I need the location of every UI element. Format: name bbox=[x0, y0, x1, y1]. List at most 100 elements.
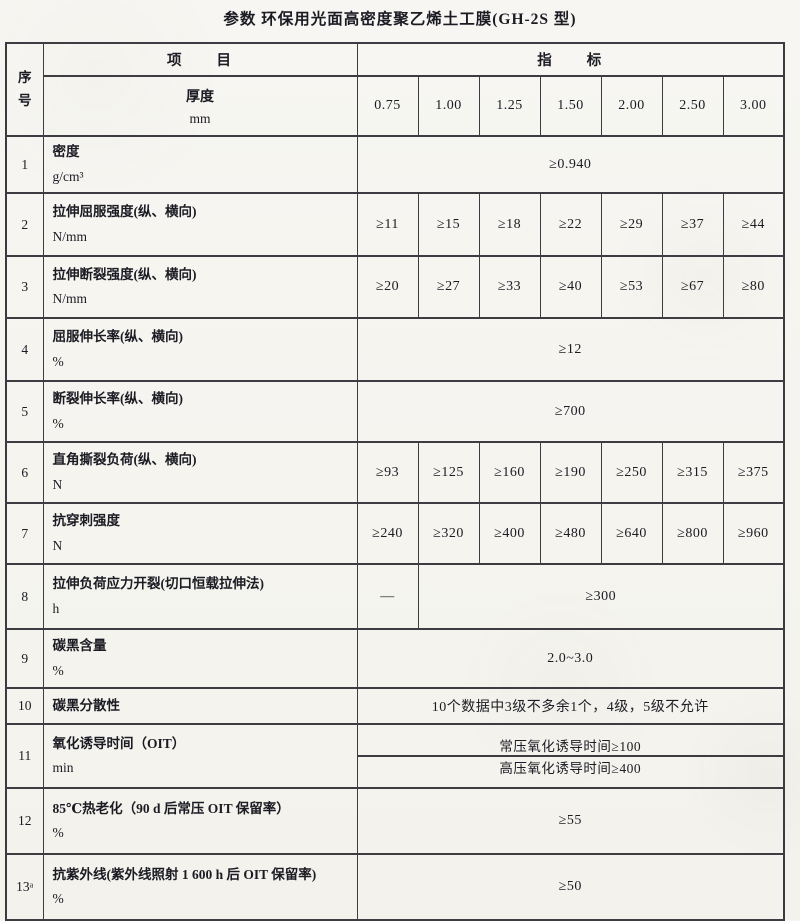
row-number: 1 bbox=[5, 135, 44, 194]
spec-value: ≥37 bbox=[661, 192, 724, 257]
item-name: 碳黑含量 bbox=[52, 638, 107, 654]
spec-value: ≥20 bbox=[356, 255, 419, 319]
thickness-label: 厚度 bbox=[186, 89, 214, 105]
item-name: 碳黑分散性 bbox=[52, 697, 121, 713]
spec-value: ≥55 bbox=[356, 787, 785, 855]
item-unit: N/mm bbox=[52, 228, 88, 244]
item-unit: N bbox=[52, 537, 63, 553]
row-number: 5 bbox=[5, 380, 44, 443]
item-label: 拉伸屈服强度(纵、横向) N/mm bbox=[42, 192, 358, 257]
item-name: 抗穿刺强度 bbox=[52, 513, 121, 529]
table-row: 2 拉伸屈服强度(纵、横向) N/mm ≥11 ≥15 ≥18 ≥22 ≥29 ≥37 ≥44 bbox=[5, 192, 785, 257]
row-number: 9 bbox=[5, 628, 44, 689]
item-unit: N/mm bbox=[52, 291, 88, 306]
spec-value: ≥125 bbox=[417, 441, 480, 504]
table-row: 7 抗穿刺强度 N ≥240 ≥320 ≥400 ≥480 ≥640 ≥800 ≥960 bbox=[5, 502, 785, 565]
spec-value: ≥0.940 bbox=[356, 135, 785, 194]
item-label: 85℃热老化（90 d 后常压 OIT 保留率）% bbox=[42, 787, 358, 855]
item-unit: g/cm³ bbox=[52, 168, 84, 184]
item-unit: % bbox=[52, 662, 64, 678]
item-name: 密度 bbox=[52, 144, 80, 160]
spec-value: ≥800 bbox=[661, 502, 724, 565]
header-thickness: 厚度 mm bbox=[42, 75, 358, 137]
table-row: 6 直角撕裂负荷(纵、横向) N ≥93 ≥125 ≥160 ≥190 ≥250 ≥315 ≥37… bbox=[5, 441, 785, 504]
spec-value: ≥960 bbox=[722, 502, 785, 565]
spec-value: ≥640 bbox=[600, 502, 663, 565]
thickness-value: 2.00 bbox=[600, 75, 663, 137]
item-unit: h bbox=[52, 600, 60, 616]
item-name: 断裂伸长率(纵、横向) bbox=[52, 391, 184, 407]
spec-value: ≥300 bbox=[417, 563, 785, 630]
row-number: 6 bbox=[5, 441, 44, 504]
item-unit: % bbox=[52, 825, 64, 840]
spec-value: ≥27 bbox=[417, 255, 480, 319]
item-name: 抗紫外线(紫外线照射 1 600 h 后 OIT 保留率) bbox=[52, 866, 317, 882]
spec-value: ≥700 bbox=[356, 380, 785, 443]
spec-value: ≥320 bbox=[417, 502, 480, 565]
spec-sub-value: 高压氧化诱导时间≥400 bbox=[499, 761, 642, 776]
spec-value: — bbox=[356, 563, 419, 630]
spec-value: ≥44 bbox=[722, 192, 785, 257]
row-number: 12 bbox=[5, 787, 44, 855]
row-number: 13ᵃ bbox=[5, 853, 44, 921]
spec-value: ≥53 bbox=[600, 255, 663, 319]
table-row: 8 拉伸负荷应力开裂(切口恒载拉伸法) h — ≥300 bbox=[5, 563, 785, 630]
spec-value: ≥40 bbox=[539, 255, 602, 319]
row-number: 11 bbox=[5, 723, 44, 789]
item-unit: % bbox=[52, 415, 64, 431]
spec-value: ≥15 bbox=[417, 192, 480, 257]
item-label: 屈服伸长率(纵、横向)% bbox=[42, 317, 358, 382]
spec-value: ≥375 bbox=[722, 441, 785, 504]
spec-value: ≥67 bbox=[661, 255, 724, 319]
row-number: 4 bbox=[5, 317, 44, 382]
item-label: 拉伸负荷应力开裂(切口恒载拉伸法) h bbox=[42, 563, 358, 630]
thickness-value: 2.50 bbox=[661, 75, 724, 137]
spec-value: ≥80 bbox=[722, 255, 785, 319]
item-label: 断裂伸长率(纵、横向)% bbox=[42, 380, 358, 443]
spec-value: ≥12 bbox=[356, 317, 785, 382]
spec-value: ≥400 bbox=[478, 502, 541, 565]
item-unit: % bbox=[52, 353, 64, 369]
table-row: 10 碳黑分散性 10个数据中3级不多余1个，4级，5级不允许 bbox=[5, 687, 785, 725]
item-label: 碳黑分散性 bbox=[42, 687, 358, 725]
spec-sub-value: 常压氧化诱导时间≥100 bbox=[358, 735, 784, 757]
spec-value: ≥93 bbox=[356, 441, 419, 504]
header-seq: 序号 bbox=[5, 42, 44, 137]
document-title: 参数 环保用光面高密度聚乙烯土工膜(GH-2S 型) bbox=[223, 11, 577, 28]
spec-value: ≥11 bbox=[356, 192, 419, 257]
table-row: 5 断裂伸长率(纵、横向)% ≥700 bbox=[5, 380, 785, 443]
item-unit: N bbox=[52, 476, 63, 492]
item-name: 直角撕裂负荷(纵、横向) bbox=[52, 452, 197, 468]
item-name: 85℃热老化（90 d 后常压 OIT 保留率） bbox=[52, 800, 290, 816]
thickness-unit: mm bbox=[189, 111, 211, 127]
table-row: 4 屈服伸长率(纵、横向)% ≥12 bbox=[5, 317, 785, 382]
item-label: 碳黑含量% bbox=[42, 628, 358, 689]
item-name: 拉伸断裂强度(纵、横向) bbox=[52, 266, 197, 282]
spec-value: 10个数据中3级不多余1个，4级，5级不允许 bbox=[356, 687, 785, 725]
row-number: 8 bbox=[5, 563, 44, 630]
item-name: 拉伸屈服强度(纵、横向) bbox=[52, 204, 197, 220]
spec-value: ≥33 bbox=[478, 255, 541, 319]
spec-value: ≥250 bbox=[600, 441, 663, 504]
spec-value: ≥18 bbox=[478, 192, 541, 257]
row-number: 2 bbox=[5, 192, 44, 257]
table-row: 12 85℃热老化（90 d 后常压 OIT 保留率）% ≥55 bbox=[5, 787, 785, 855]
item-label: 拉伸断裂强度(纵、横向) N/mm bbox=[42, 255, 358, 319]
item-label: 密度 g/cm³ bbox=[42, 135, 358, 194]
spec-value: ≥480 bbox=[539, 502, 602, 565]
spec-value: ≥315 bbox=[661, 441, 724, 504]
spec-value: ≥190 bbox=[539, 441, 602, 504]
item-label: 抗穿刺强度 N bbox=[42, 502, 358, 565]
header-indicator: 指 标 bbox=[356, 42, 785, 77]
table-row: 11 氧化诱导时间（OIT） min 常压氧化诱导时间≥100 高压氧化诱导时间≥400 bbox=[5, 723, 785, 789]
item-unit: % bbox=[52, 891, 64, 906]
header-item: 项 目 bbox=[42, 42, 358, 77]
thickness-value: 1.50 bbox=[539, 75, 602, 137]
spec-table: 序号 项 目 指 标 厚度 mm 0.75 1.00 1.25 1.50 2.00 2.5… bbox=[5, 42, 786, 921]
table-row: 9 碳黑含量% 2.0~3.0 bbox=[5, 628, 785, 689]
item-label: 直角撕裂负荷(纵、横向) N bbox=[42, 441, 358, 504]
table-row: 13ᵃ 抗紫外线(紫外线照射 1 600 h 后 OIT 保留率)% ≥50 bbox=[5, 853, 785, 921]
row-number: 3 bbox=[5, 255, 44, 319]
spec-value: 2.0~3.0 bbox=[356, 628, 785, 689]
